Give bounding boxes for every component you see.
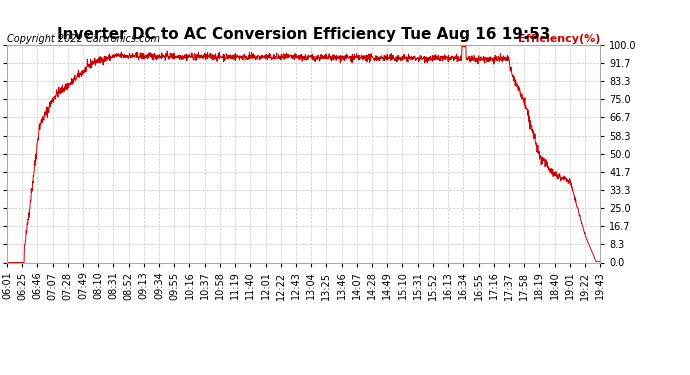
Title: Inverter DC to AC Conversion Efficiency Tue Aug 16 19:53: Inverter DC to AC Conversion Efficiency … [57,27,551,42]
Text: Copyright 2022 Cartronics.com: Copyright 2022 Cartronics.com [7,34,160,44]
Text: Efficiency(%): Efficiency(%) [518,34,600,44]
